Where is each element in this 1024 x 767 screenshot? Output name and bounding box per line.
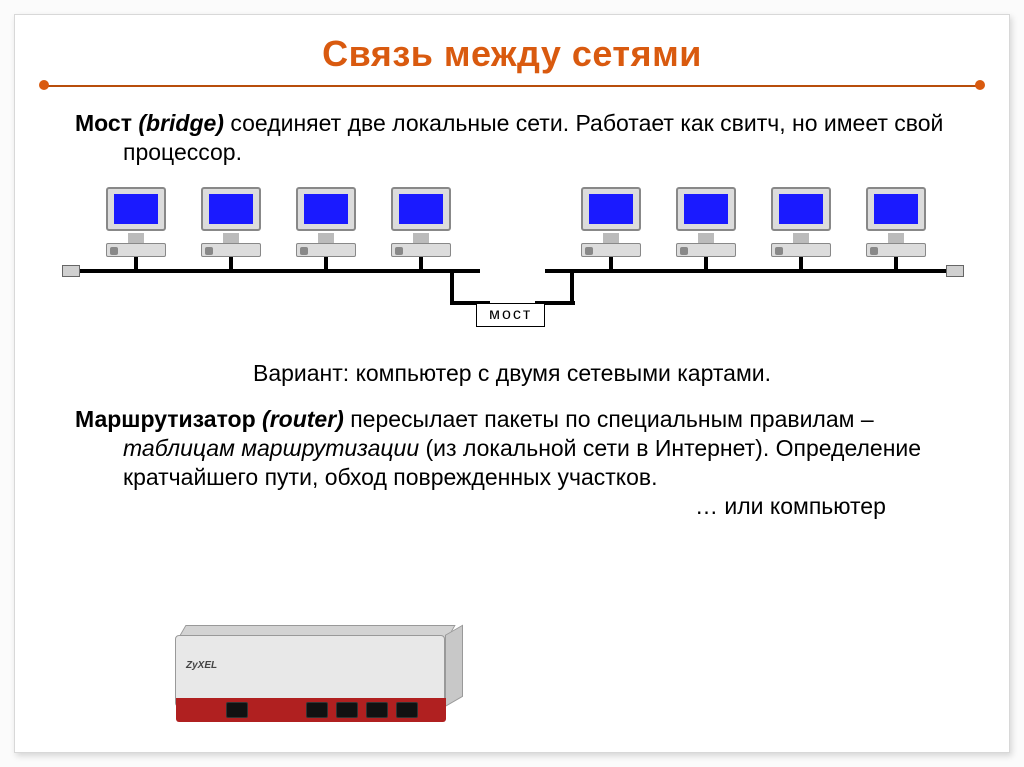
router-device: ZyXEL <box>175 617 473 733</box>
computer-cable <box>324 257 328 273</box>
monitor-stand <box>223 233 239 243</box>
computer-icon <box>575 187 647 267</box>
router-paren: (router) <box>256 406 351 432</box>
monitor-icon <box>391 187 451 231</box>
ethernet-port-icon <box>336 702 358 718</box>
monitor-icon <box>771 187 831 231</box>
computer-cable <box>609 257 613 273</box>
router-desc1: пересылает пакеты по специальным правила… <box>350 406 873 432</box>
computer-cable <box>229 257 233 273</box>
router-brand: ZyXEL <box>186 660 217 671</box>
monitor-icon <box>296 187 356 231</box>
network-diagram: мост <box>70 185 954 345</box>
bridge-drop-left <box>450 271 454 305</box>
computer-icon <box>765 187 837 267</box>
router-paragraph: Маршрутизатор (router) пересылает пакеты… <box>75 405 949 491</box>
monitor-stand <box>793 233 809 243</box>
monitor-stand <box>128 233 144 243</box>
computer-base <box>296 243 356 257</box>
computer-cable <box>419 257 423 273</box>
router-desc-italic: таблицам маршрутизации <box>123 435 419 461</box>
monitor-icon <box>866 187 926 231</box>
bridge-box: мост <box>476 303 545 327</box>
bridge-paren: (bridge) <box>132 110 230 136</box>
bridge-drop-right <box>570 271 574 305</box>
monitor-stand <box>413 233 429 243</box>
monitor-icon <box>676 187 736 231</box>
computer-icon <box>385 187 457 267</box>
bridge-variant: Вариант: компьютер с двумя сетевыми карт… <box>75 359 949 388</box>
or-computer: … или компьютер <box>75 492 949 521</box>
computer-cable <box>134 257 138 273</box>
computer-base <box>581 243 641 257</box>
computer-icon <box>860 187 932 267</box>
computer-icon <box>195 187 267 267</box>
computer-icon <box>100 187 172 267</box>
bridge-term: Мост <box>75 110 132 136</box>
monitor-icon <box>106 187 166 231</box>
computer-base <box>201 243 261 257</box>
computer-icon <box>670 187 742 267</box>
terminator-right <box>946 265 964 277</box>
monitor-icon <box>201 187 261 231</box>
computer-base <box>771 243 831 257</box>
ethernet-port-icon <box>396 702 418 718</box>
bridge-paragraph: Мост (bridge) соединяет две локальные се… <box>75 109 949 167</box>
monitor-icon <box>581 187 641 231</box>
computer-base <box>106 243 166 257</box>
router-body: ZyXEL <box>175 635 445 707</box>
monitor-stand <box>698 233 714 243</box>
computer-cable <box>704 257 708 273</box>
monitor-stand <box>888 233 904 243</box>
ethernet-port-icon <box>366 702 388 718</box>
router-term: Маршрутизатор <box>75 406 256 432</box>
slide: Связь между сетями Мост (bridge) соединя… <box>14 14 1010 753</box>
computer-base <box>676 243 736 257</box>
terminator-left <box>62 265 80 277</box>
computer-cable <box>799 257 803 273</box>
router-side <box>445 625 463 707</box>
ethernet-port-icon <box>306 702 328 718</box>
ethernet-port-icon <box>226 702 248 718</box>
monitor-stand <box>318 233 334 243</box>
slide-title: Связь между сетями <box>15 33 1009 75</box>
computer-cable <box>894 257 898 273</box>
bridge-desc: соединяет две локальные сети. Работает к… <box>123 110 943 165</box>
computer-icon <box>290 187 362 267</box>
title-underline <box>43 85 981 87</box>
computer-base <box>391 243 451 257</box>
monitor-stand <box>603 233 619 243</box>
computer-base <box>866 243 926 257</box>
